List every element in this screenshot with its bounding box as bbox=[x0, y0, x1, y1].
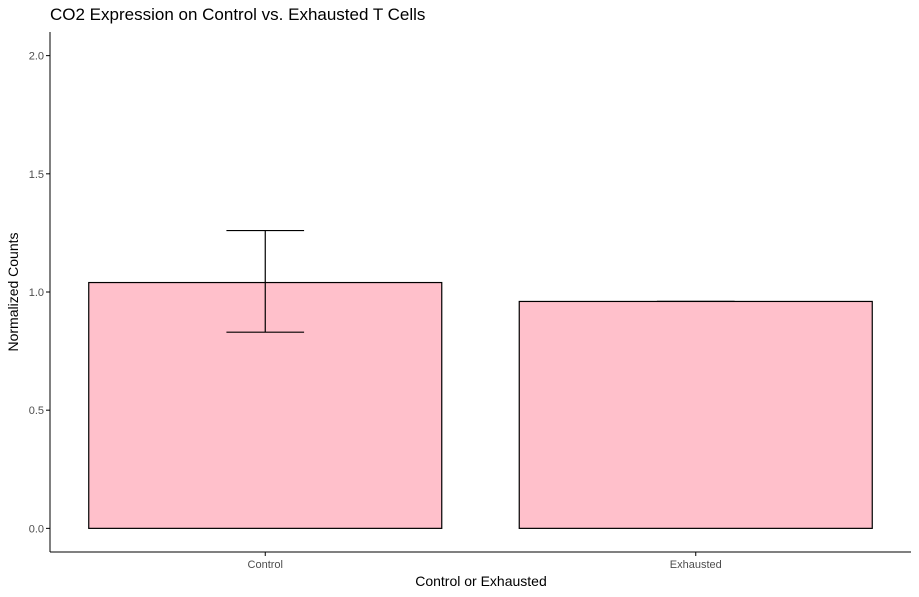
x-tick-label: Control bbox=[248, 559, 283, 571]
x-axis-ticks: Control Exhausted bbox=[248, 552, 722, 571]
y-tick-label: 1.5 bbox=[29, 169, 44, 181]
y-tick-label: 1.0 bbox=[29, 287, 44, 299]
y-tick-label: 2.0 bbox=[29, 51, 44, 63]
error-bars bbox=[226, 229, 735, 333]
x-tick-label: Exhausted bbox=[670, 559, 722, 571]
bar-exhausted bbox=[518, 300, 873, 529]
bars bbox=[88, 281, 873, 529]
chart-title: CO2 Expression on Control vs. Exhausted … bbox=[50, 5, 425, 24]
y-tick-label: 0.0 bbox=[29, 523, 44, 535]
x-axis-title: Control or Exhausted bbox=[415, 573, 547, 589]
error-bar-control bbox=[226, 229, 305, 333]
y-axis-ticks: 0.0 0.5 1.0 1.5 2.0 bbox=[29, 51, 50, 535]
y-axis-title: Normalized Counts bbox=[5, 232, 21, 351]
y-tick-label: 0.5 bbox=[29, 405, 44, 417]
